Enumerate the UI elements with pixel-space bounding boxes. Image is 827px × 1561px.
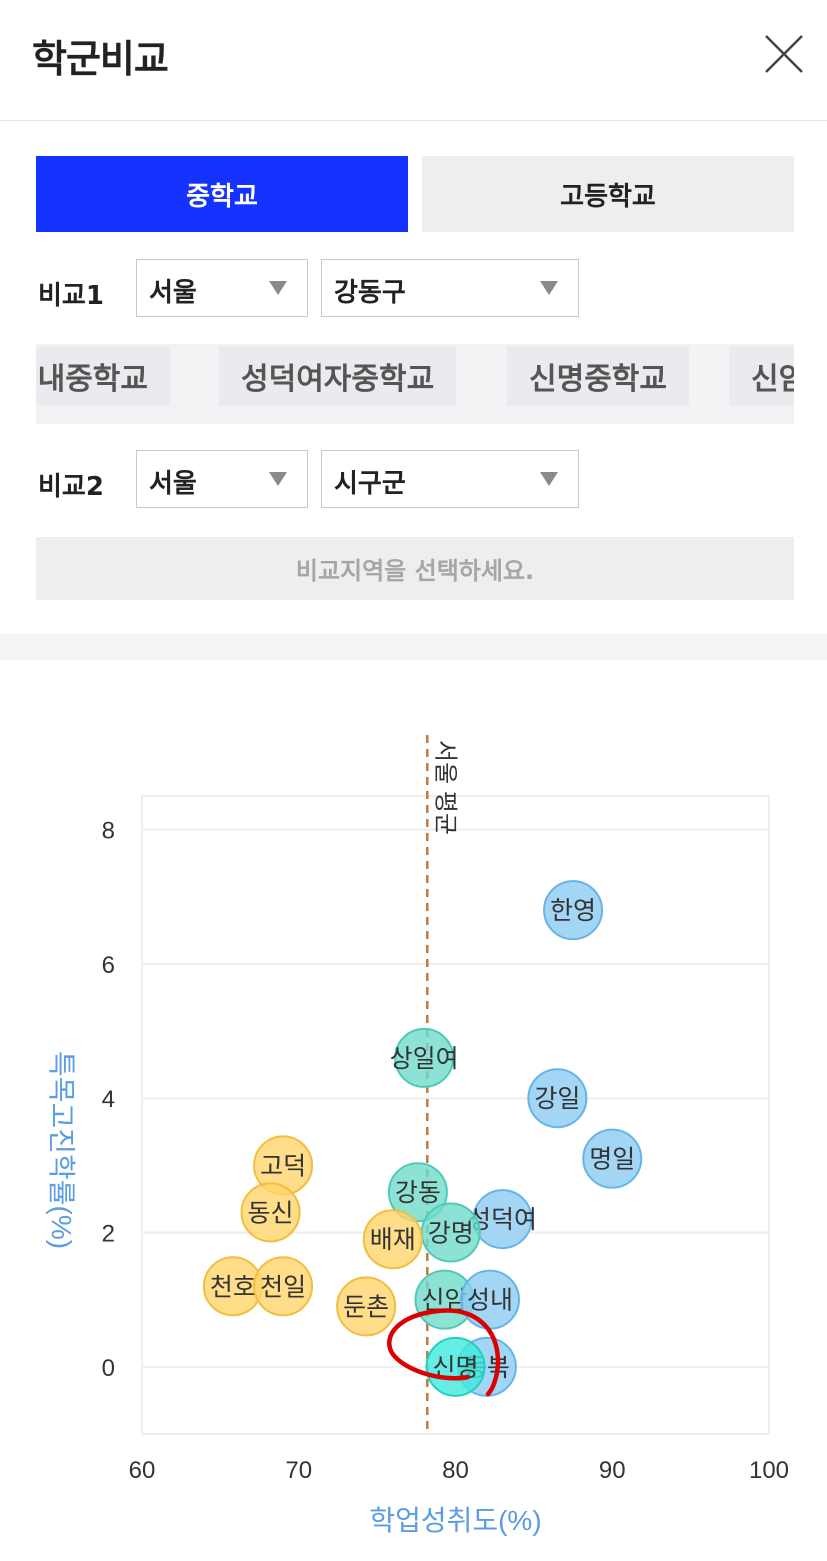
data-point [240,1182,301,1243]
data-point [394,1027,455,1088]
chevron-down-icon [269,472,287,486]
data-point [253,1256,314,1317]
page-title: 학군비교 [32,37,169,81]
compare1-region-value: 서울 [149,278,197,308]
compare1-district-value: 강동구 [334,278,406,308]
y-tick-label: 2 [102,1221,115,1248]
x-tick-label: 90 [599,1457,626,1484]
close-icon[interactable] [760,30,808,78]
data-point [336,1276,397,1337]
school-chip[interactable]: 신명중학교 [507,346,689,406]
y-tick-label: 0 [102,1355,115,1382]
compare1-label: 비교1 [38,281,104,311]
x-tick-label: 100 [749,1457,789,1484]
data-point-label: 강명 [428,1220,474,1248]
scatter-chart: 0 2 4 6 8 60 70 80 90 100 학업성취도(%) 특목고진학률(%) 서울 평균한영… [46,735,789,1536]
chevron-down-icon [269,281,287,295]
data-point-label: 성내 [467,1287,513,1315]
compare2-district-value: 시구군 [334,469,406,499]
data-point [362,1209,423,1270]
compare1-region-select[interactable]: 서울 [136,259,308,317]
x-tick-label: 60 [129,1457,156,1484]
compare2-placeholder-message: 비교지역을 선택하세요. [36,537,794,600]
data-point-label: 배재 [370,1226,416,1254]
modal-header: 학군비교 [0,0,827,121]
data-point-label: 상일여 [390,1045,459,1073]
compare2-region-value: 서울 [149,469,197,499]
data-point-label: 강동 [395,1179,441,1207]
tab-middle-school[interactable]: 중학교 [36,156,408,232]
school-chip[interactable]: 성내중학교 [36,346,170,406]
x-tick-label: 80 [442,1457,469,1484]
data-point-label: 천일 [260,1273,306,1301]
compare1-district-select[interactable]: 강동구 [321,259,579,317]
data-point [387,1162,448,1223]
plot-area [141,795,770,1435]
data-point-label: 동신 [248,1199,294,1227]
chevron-down-icon [540,472,558,486]
compare2-label: 비교2 [38,472,104,502]
y-tick-label: 4 [102,1086,115,1113]
data-point [425,1336,486,1397]
data-point-label: 한영 [550,897,596,925]
x-tick-label: 70 [285,1457,312,1484]
y-tick-label: 8 [102,818,115,845]
chevron-down-icon [540,281,558,295]
data-point [527,1068,588,1129]
data-point-label: 천호 [210,1273,256,1301]
school-chip-scroller[interactable]: 성내중학교 성덕여자중학교 신명중학교 신암중학교 [36,344,794,424]
tab-high-school[interactable]: 고등학교 [422,156,794,232]
data-point [582,1128,643,1189]
section-divider [0,634,827,660]
data-point-label: 명일 [589,1146,635,1174]
hand-drawn-circle-annotation [387,1308,501,1397]
reference-line-label: 서울 평균 [431,740,458,835]
x-axis-title: 학업성취도(%) [369,1505,541,1536]
school-chip[interactable]: 성덕여자중학교 [219,346,457,406]
y-axis-title: 특목고진학률(%) [46,1051,77,1249]
data-point [543,880,604,941]
data-point-label: 강일 [534,1085,580,1113]
compare2-district-select[interactable]: 시구군 [321,450,579,508]
y-tick-label: 6 [102,952,115,979]
data-point-label: 고덕 [260,1152,306,1180]
compare2-region-select[interactable]: 서울 [136,450,308,508]
school-chip[interactable]: 신암중학교 [729,346,794,406]
data-point-label: 둔촌 [343,1293,389,1321]
